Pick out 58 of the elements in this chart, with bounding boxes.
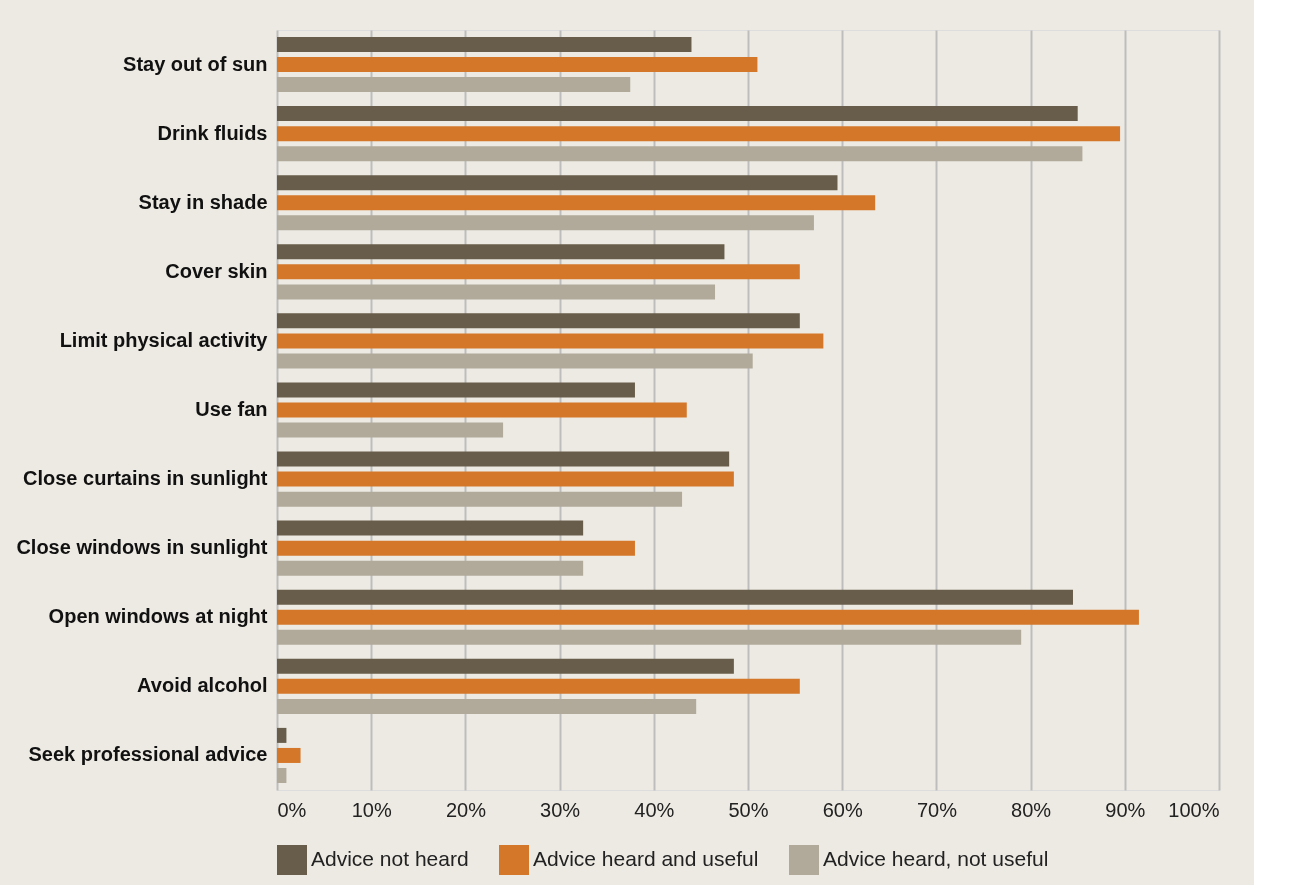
x-tick-label: 0%: [277, 798, 307, 821]
bar: [277, 244, 725, 260]
y-tick-label: Seek professional advice: [28, 743, 268, 766]
x-tick-label: 20%: [445, 798, 487, 821]
legend-label: Advice heard, not useful: [823, 847, 1049, 870]
bar: [277, 768, 287, 784]
bar: [277, 333, 824, 349]
y-tick-label: Cover skin: [165, 259, 268, 282]
bar: [277, 422, 504, 438]
bar: [277, 382, 635, 398]
bar: [277, 313, 800, 329]
bar: [277, 451, 730, 467]
bar: [277, 471, 734, 487]
bar: [277, 658, 734, 674]
y-tick-label: Drink fluids: [157, 121, 268, 144]
bar: [277, 589, 1073, 605]
x-tick-label: 10%: [351, 798, 392, 821]
bar: [277, 491, 683, 507]
bar: [277, 146, 1083, 162]
x-tick-label: 50%: [728, 798, 769, 821]
y-tick-label: Open windows at night: [48, 605, 268, 628]
bar: [277, 629, 1022, 645]
bar: [277, 175, 838, 191]
bar: [277, 195, 876, 211]
y-tick-label: Use fan: [195, 398, 268, 420]
bar: [277, 609, 1139, 625]
bar: [277, 57, 758, 73]
bar: [277, 77, 631, 93]
bar: [277, 126, 1121, 142]
y-tick-label: Close windows in sunlight: [16, 536, 268, 559]
bar: [277, 727, 287, 743]
bar: [277, 353, 753, 369]
bar: [277, 264, 800, 280]
bar: [277, 678, 800, 694]
x-tick-label: 80%: [1011, 798, 1052, 821]
y-tick-label: Stay out of sun: [123, 52, 268, 75]
legend-label: Advice heard and useful: [533, 847, 759, 870]
x-tick-label: 70%: [916, 798, 958, 821]
y-tick-label: Limit physical activity: [59, 328, 269, 351]
bar: [277, 284, 716, 300]
bar: [277, 520, 584, 536]
y-tick-label: Avoid alcohol: [137, 674, 268, 697]
bar: [277, 747, 301, 763]
bar: [277, 402, 687, 418]
y-tick-label: Stay in shade: [138, 190, 268, 213]
bar: [277, 215, 814, 231]
x-tick-label: 40%: [634, 798, 675, 821]
x-tick-label: 30%: [540, 798, 581, 821]
y-tick-label: Close curtains in sunlight: [23, 467, 268, 490]
bar: [277, 540, 635, 556]
bar: [277, 36, 692, 52]
x-tick-label: 90%: [1105, 798, 1146, 821]
bar: [277, 698, 697, 714]
x-tick-label: 60%: [822, 798, 863, 821]
legend-label: Advice not heard: [311, 847, 469, 870]
bar: [277, 106, 1078, 122]
x-tick-label: 100%: [1168, 798, 1220, 821]
bar: [277, 560, 584, 576]
